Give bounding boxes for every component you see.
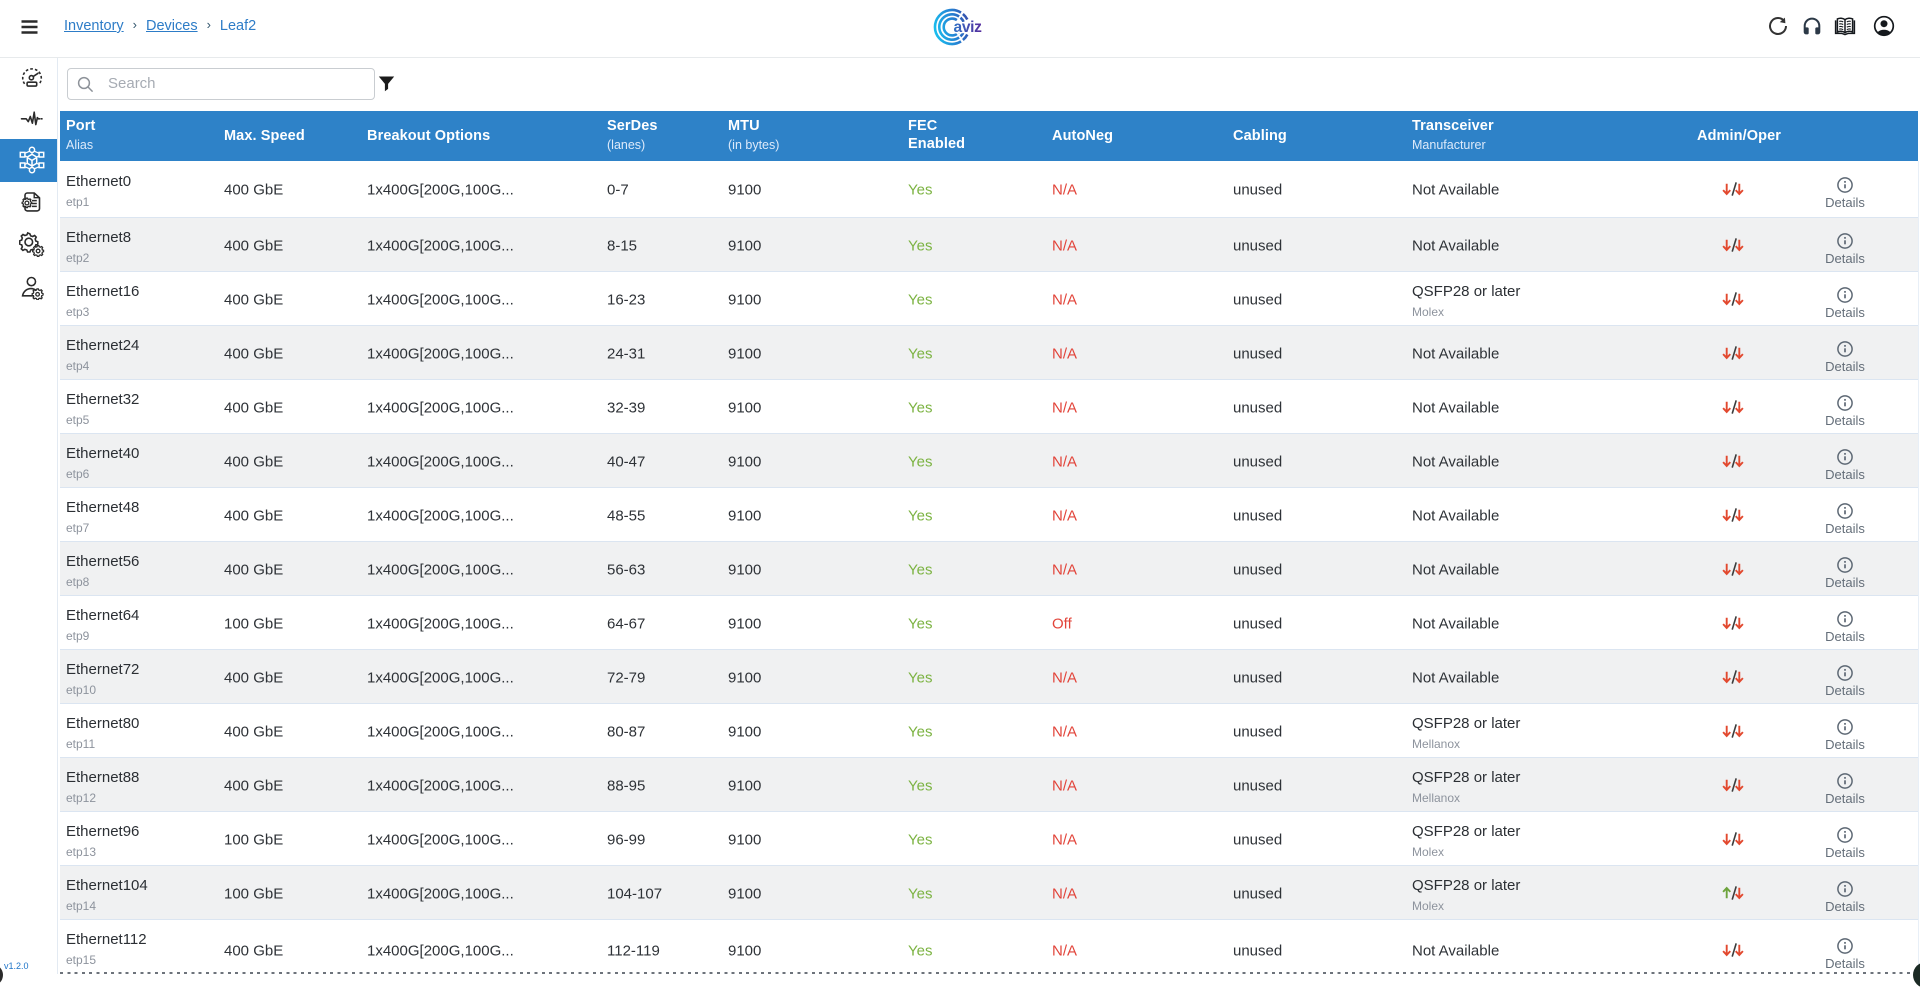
svg-text:aviz: aviz <box>954 19 983 36</box>
